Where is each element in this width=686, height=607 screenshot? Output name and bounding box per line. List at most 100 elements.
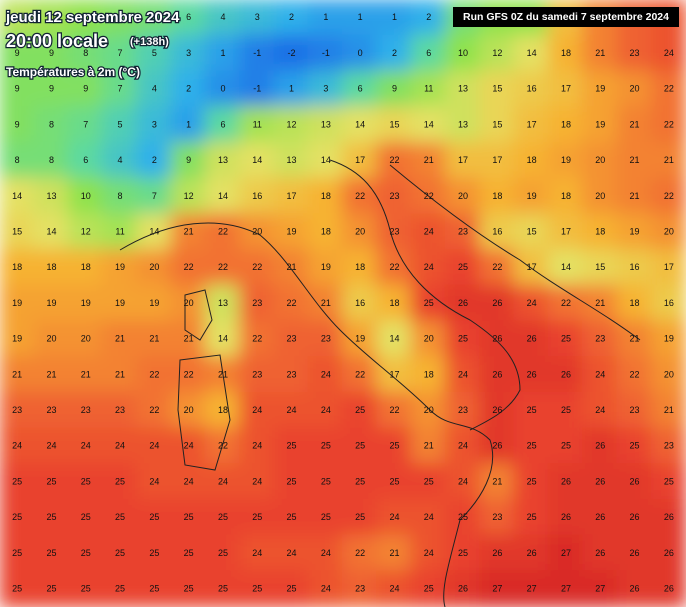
temperature-cell: [444, 141, 482, 180]
temperature-cell: [650, 498, 686, 537]
temperature-value: 25: [149, 584, 159, 594]
temperature-value: 25: [218, 548, 228, 558]
temperature-value: 15: [492, 119, 502, 129]
temperature-cell: [307, 106, 344, 144]
temperature-value: 18: [527, 155, 537, 165]
temperature-value: 25: [355, 405, 365, 415]
temperature-cell: [376, 320, 413, 359]
temperature-value: 20: [252, 226, 262, 236]
temperature-value: 24: [81, 441, 91, 451]
temperature-cell: [0, 427, 36, 466]
temperature-value: 18: [355, 262, 365, 272]
temperature-cell: [0, 284, 36, 323]
temperature-cell: [479, 534, 516, 573]
temperature-value: 1: [220, 48, 225, 58]
temperature-cell: [204, 534, 242, 573]
temperature-value: 8: [49, 155, 54, 165]
temperature-value: 25: [81, 476, 91, 486]
temperature-value: 20: [149, 262, 159, 272]
temperature-cell: [547, 141, 585, 180]
temperature-cell: [616, 570, 653, 607]
temperature-value: 23: [355, 584, 365, 594]
temperature-value: 24: [389, 584, 399, 594]
temperature-value: 8: [118, 191, 123, 201]
temperature-cell: [136, 463, 173, 501]
temperature-value: 19: [12, 334, 22, 344]
temperature-cell: [582, 391, 619, 430]
temperature-cell: [67, 356, 104, 394]
temperature-cell: [67, 463, 104, 501]
temperature-value: 20: [664, 226, 674, 236]
temperature-cell: [410, 284, 447, 323]
temperature-cell: [67, 141, 104, 180]
temperature-value: 25: [458, 262, 468, 272]
temperature-cell: [273, 70, 310, 109]
temperature-value: 3: [186, 48, 191, 58]
temperature-cell: [444, 320, 482, 359]
temperature-value: 22: [664, 191, 674, 201]
temperature-value: 25: [424, 476, 434, 486]
temperature-value: 18: [81, 262, 91, 272]
temperature-cell: [513, 320, 550, 359]
temperature-value: 1: [289, 84, 294, 94]
temperature-value: 25: [527, 512, 537, 522]
temperature-value: 8: [152, 12, 157, 22]
temperature-value: 9: [15, 84, 20, 94]
temperature-cell: [101, 320, 139, 359]
coast-italy-east: [329, 159, 521, 431]
temperature-value: 23: [81, 405, 91, 415]
temperature-value: 25: [321, 476, 331, 486]
temperature-value: 26: [630, 512, 640, 522]
temperature-cell: [616, 106, 653, 144]
temperature-cell: [513, 34, 550, 73]
temperature-cell: [513, 284, 550, 323]
temperature-cell: [376, 498, 413, 537]
temperature-cell: [0, 177, 36, 216]
temperature-value: 16: [252, 191, 262, 201]
temperature-value: 26: [492, 548, 502, 558]
temperature-value: 8: [49, 119, 54, 129]
temperature-value: 7: [118, 84, 123, 94]
temperature-value: 3: [323, 84, 328, 94]
temperature-value: 24: [458, 441, 468, 451]
temperature-labels: 121110986432111281010172123249987531-1-2…: [12, 12, 674, 593]
temperature-value: 6: [186, 12, 191, 22]
temperature-cell: [616, 463, 653, 501]
temperature-value: 18: [424, 369, 434, 379]
temperature-value: 23: [458, 405, 468, 415]
temperature-cell: [479, 427, 516, 466]
temperature-cell: [650, 570, 686, 607]
temperature-cell: [376, 356, 413, 394]
temperature-cell: [239, 463, 276, 501]
temperature-value: 26: [492, 298, 502, 308]
temperature-value: 22: [389, 262, 399, 272]
temperature-cell: [101, 534, 139, 573]
temperature-value: 5: [152, 48, 157, 58]
temperature-value: 25: [458, 334, 468, 344]
temperature-cell: [616, 213, 653, 251]
temperature-cell: [342, 284, 379, 323]
temperature-cell: [67, 534, 104, 573]
temperature-cell: [410, 213, 447, 251]
temperature-value: 13: [46, 191, 56, 201]
temperature-value: 21: [389, 548, 399, 558]
temperature-value: 14: [218, 334, 228, 344]
temperature-cell: [101, 570, 139, 607]
temperature-value: 26: [664, 548, 674, 558]
temperature-value: 25: [527, 476, 537, 486]
temperature-value: 24: [252, 405, 262, 415]
temperature-value: 20: [355, 226, 365, 236]
temperature-cell: [239, 70, 276, 109]
temperature-cell: [410, 106, 447, 144]
temperature-cell: [273, 427, 310, 466]
temperature-cell: [239, 534, 276, 573]
temperature-cell: [582, 213, 619, 251]
temperature-cell: [479, 141, 516, 180]
temperature-cell: [410, 570, 447, 607]
temperature-value: 21: [630, 155, 640, 165]
temperature-value: 19: [115, 298, 125, 308]
temperature-cell: [342, 141, 379, 180]
temperature-cell: [547, 534, 585, 573]
temperature-cell: [444, 570, 482, 607]
temperature-cell: [616, 34, 653, 73]
